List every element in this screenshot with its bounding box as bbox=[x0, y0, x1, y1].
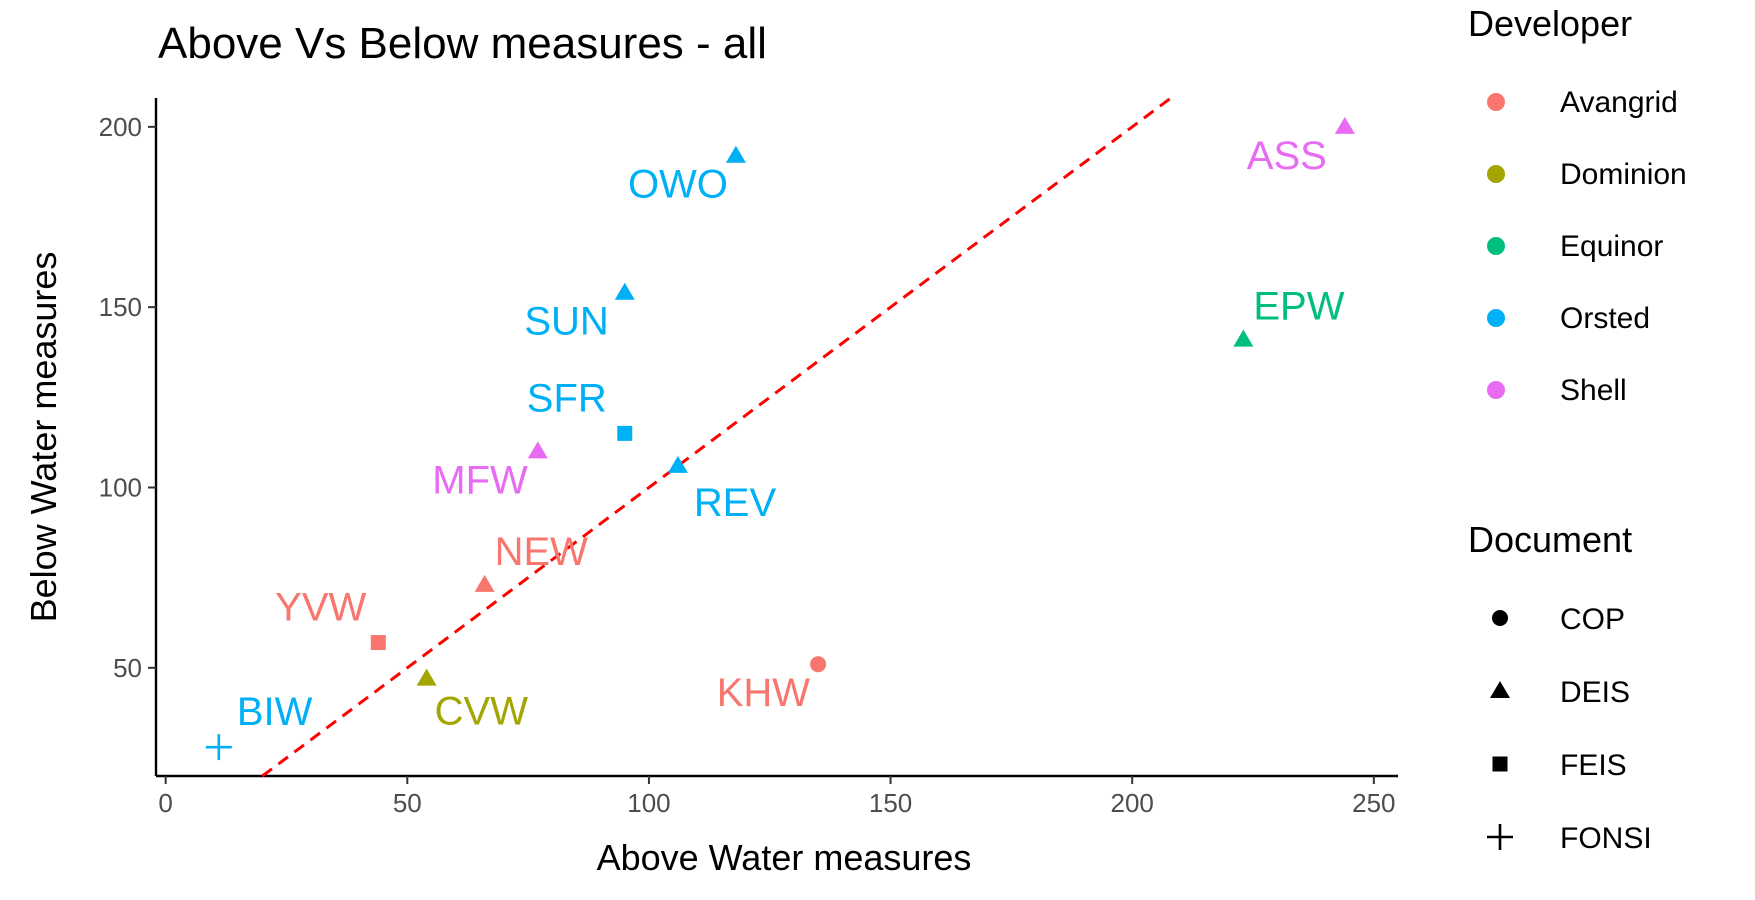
data-point-label: EPW bbox=[1253, 285, 1344, 329]
legend-item-developer: Orsted bbox=[1560, 302, 1650, 335]
x-tick-label: 200 bbox=[1111, 788, 1154, 818]
data-point-label: KHW bbox=[717, 671, 811, 715]
data-point-label: YVW bbox=[275, 586, 366, 630]
legend-title-developer: Developer bbox=[1468, 3, 1632, 44]
legend-key-developer bbox=[1487, 381, 1505, 399]
x-tick-label: 150 bbox=[869, 788, 912, 818]
data-point bbox=[527, 441, 548, 459]
chart-title: Above Vs Below measures - all bbox=[158, 19, 767, 68]
data-point-label: ASS bbox=[1247, 134, 1327, 178]
y-tick-label: 150 bbox=[99, 292, 142, 322]
data-point bbox=[725, 145, 746, 163]
x-tick-label: 50 bbox=[393, 788, 422, 818]
legend-key-document bbox=[1490, 681, 1510, 698]
x-tick-label: 100 bbox=[627, 788, 670, 818]
legend-key-developer bbox=[1487, 93, 1505, 111]
legend-item-document: DEIS bbox=[1560, 676, 1630, 709]
data-point bbox=[810, 656, 827, 673]
data-point bbox=[1233, 329, 1254, 347]
legend-item-document: FONSI bbox=[1560, 822, 1652, 855]
data-point-label: OWO bbox=[628, 163, 728, 207]
legend-item-document: COP bbox=[1560, 603, 1625, 636]
data-point bbox=[370, 635, 386, 651]
legend-item-document: FEIS bbox=[1560, 749, 1627, 782]
x-tick-label: 250 bbox=[1352, 788, 1395, 818]
legend-key-developer bbox=[1487, 237, 1505, 255]
data-point-label: NEW bbox=[495, 530, 589, 574]
data-point bbox=[667, 455, 688, 473]
legend-item-developer: Dominion bbox=[1560, 158, 1687, 191]
legend-key-document bbox=[1492, 610, 1508, 626]
data-point bbox=[205, 734, 232, 761]
y-tick-label: 50 bbox=[113, 653, 142, 683]
data-point-label: SFR bbox=[527, 376, 607, 420]
plot-area: 0 50 100 150 200 250 50 100 150 200 ASS OWO SUN EPW SF… bbox=[99, 96, 1398, 818]
data-point bbox=[474, 574, 495, 592]
data-point bbox=[614, 282, 635, 300]
x-axis-title: Above Water measures bbox=[597, 837, 972, 878]
data-point-label: REV bbox=[694, 481, 777, 525]
y-tick-label: 200 bbox=[99, 112, 142, 142]
data-point bbox=[617, 425, 633, 441]
y-tick-label: 100 bbox=[99, 472, 142, 502]
legend-key-document bbox=[1492, 756, 1508, 772]
y-axis-title: Below Water measures bbox=[23, 252, 64, 623]
legend-item-developer: Shell bbox=[1560, 374, 1627, 407]
data-point-label: SUN bbox=[524, 300, 608, 344]
reference-line bbox=[261, 96, 1172, 778]
data-point-label: BIW bbox=[237, 690, 313, 734]
legend-title-document: Document bbox=[1468, 519, 1632, 560]
legend-item-developer: Avangrid bbox=[1560, 86, 1678, 119]
legend-key-developer bbox=[1487, 309, 1505, 327]
x-tick-label: 0 bbox=[158, 788, 172, 818]
legend: Developer Document Avangrid Dominion Equin… bbox=[1468, 3, 1687, 855]
legend-key-developer bbox=[1487, 165, 1505, 183]
data-point bbox=[416, 668, 437, 686]
data-point bbox=[1334, 116, 1355, 134]
legend-item-developer: Equinor bbox=[1560, 230, 1663, 263]
data-point-label: CVW bbox=[435, 690, 529, 734]
data-point-label: MFW bbox=[432, 458, 528, 502]
legend-key-document bbox=[1487, 824, 1513, 850]
